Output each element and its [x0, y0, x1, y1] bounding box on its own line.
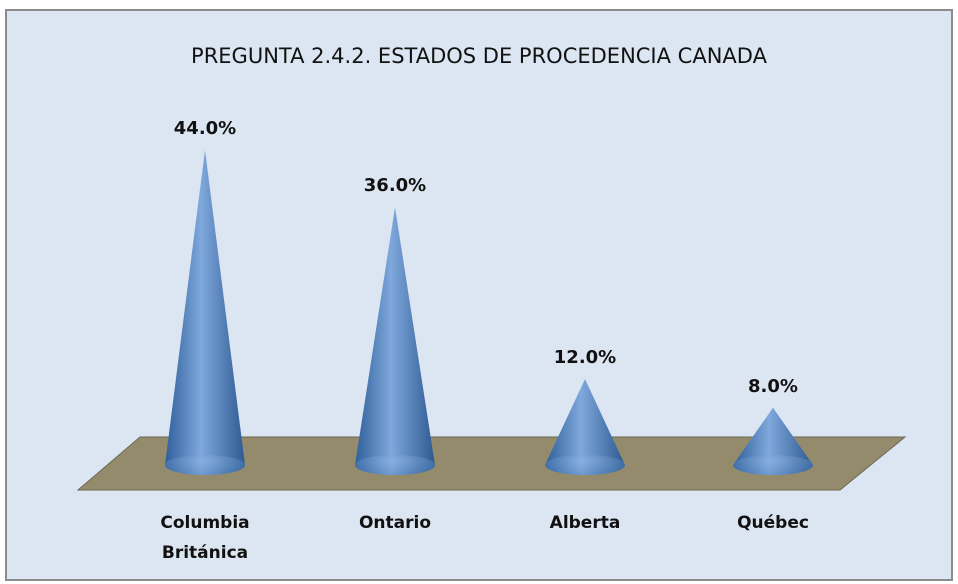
x-tick-label: Columbia Británica	[160, 513, 250, 563]
cone-base	[355, 455, 435, 475]
x-tick-label: Québec	[737, 513, 809, 533]
cone	[355, 207, 435, 476]
cone	[165, 149, 245, 475]
value-label: 44.0%	[173, 117, 237, 139]
value-label: 8.0%	[748, 375, 798, 397]
x-tick-label: Alberta	[549, 513, 621, 533]
chart-title: PREGUNTA 2.4.2. ESTADOS DE PROCEDENCIA C…	[191, 44, 767, 68]
cone-base	[165, 455, 245, 475]
floor	[76, 436, 907, 491]
x-tick-label: Ontario	[358, 513, 432, 533]
value-label: 12.0%	[553, 347, 617, 369]
value-label: 36.0%	[363, 175, 427, 197]
cone-base	[545, 455, 625, 475]
plot-background	[5, 9, 953, 581]
cone-base	[733, 455, 813, 475]
cone	[545, 379, 625, 475]
